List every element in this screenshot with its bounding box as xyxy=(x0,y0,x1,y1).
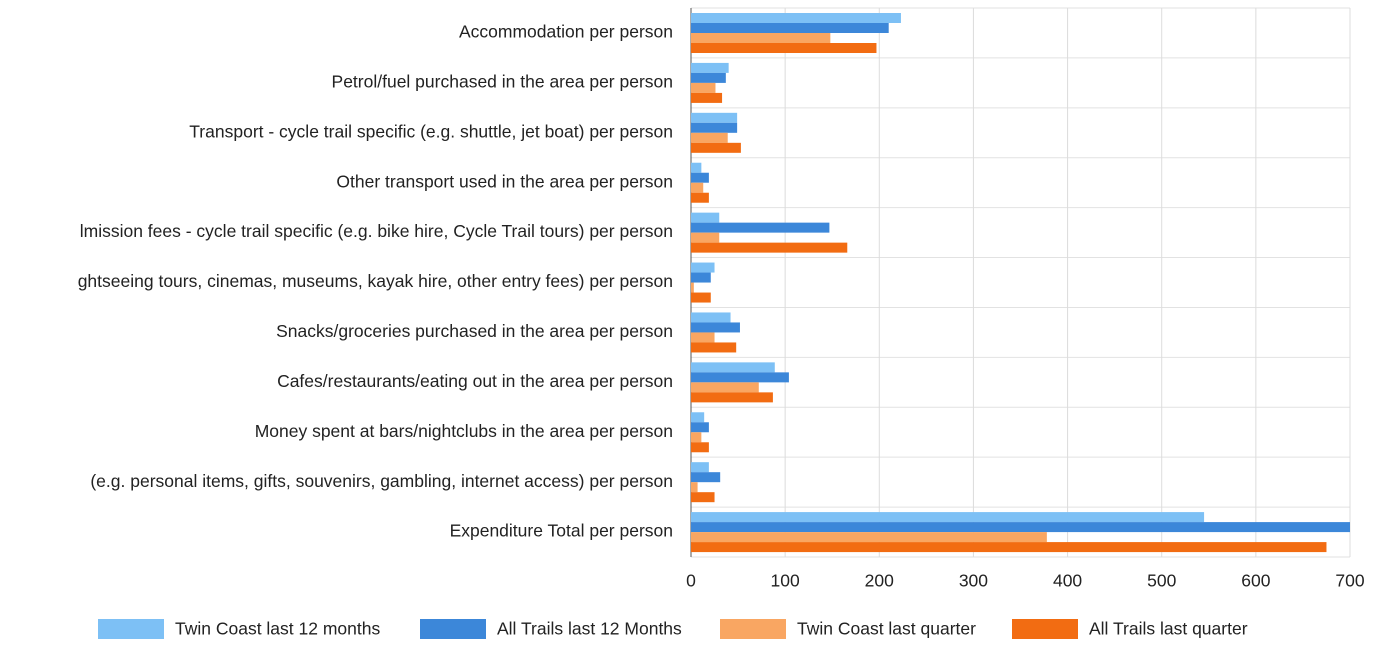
bar xyxy=(691,442,709,453)
x-tick-label: 400 xyxy=(1053,571,1082,591)
bar xyxy=(691,532,1047,543)
x-tick-label: 500 xyxy=(1147,571,1176,591)
bar xyxy=(691,362,775,373)
y-tick-label: Money spent at bars/nightclubs in the ar… xyxy=(255,421,673,441)
bar xyxy=(691,322,740,333)
legend-label: Twin Coast last quarter xyxy=(797,619,976,639)
bar xyxy=(691,292,711,303)
legend-swatch xyxy=(98,619,164,639)
x-tick-label: 200 xyxy=(865,571,894,591)
y-tick-label: (e.g. personal items, gifts, souvenirs, … xyxy=(90,471,673,491)
bar xyxy=(691,82,716,93)
y-tick-label: Petrol/fuel purchased in the area per pe… xyxy=(332,71,673,91)
bar xyxy=(691,62,729,73)
y-tick-label: lmission fees - cycle trail specific (e.… xyxy=(80,221,673,241)
bar xyxy=(691,242,848,253)
bar xyxy=(691,392,773,403)
y-tick-label: Accommodation per person xyxy=(459,22,673,42)
bar xyxy=(691,262,715,273)
x-tick-label: 700 xyxy=(1335,571,1364,591)
bar xyxy=(691,192,709,203)
bar xyxy=(691,92,723,103)
bar xyxy=(691,272,711,283)
legend-swatch xyxy=(720,619,786,639)
bar xyxy=(691,13,901,23)
bar xyxy=(691,232,720,243)
x-tick-label: 0 xyxy=(686,571,696,591)
x-tick-label: 100 xyxy=(771,571,800,591)
legend-swatch xyxy=(1012,619,1078,639)
bar xyxy=(691,382,759,393)
bar xyxy=(691,33,831,43)
bar xyxy=(691,412,705,423)
bar xyxy=(691,512,1205,523)
bar xyxy=(691,372,789,383)
bar xyxy=(691,282,694,293)
legend-swatch xyxy=(420,619,486,639)
bar xyxy=(691,472,721,483)
bar xyxy=(691,482,698,493)
y-tick-label: Other transport used in the area per per… xyxy=(336,171,673,191)
bar xyxy=(691,542,1327,553)
y-tick-label: Snacks/groceries purchased in the area p… xyxy=(276,321,673,341)
bar xyxy=(691,332,715,343)
bar xyxy=(691,43,877,53)
bar xyxy=(691,162,702,173)
bar xyxy=(691,23,889,33)
x-tick-label: 600 xyxy=(1241,571,1270,591)
bar xyxy=(691,492,715,503)
bar xyxy=(691,112,738,123)
y-tick-label: Expenditure Total per person xyxy=(450,521,673,541)
bar xyxy=(691,312,731,323)
bar xyxy=(691,212,720,223)
bar xyxy=(691,132,728,143)
y-tick-label: ghtseeing tours, cinemas, museums, kayak… xyxy=(78,271,673,291)
bar xyxy=(691,172,709,183)
bar xyxy=(691,222,830,233)
bar xyxy=(691,122,738,133)
bar xyxy=(691,422,709,433)
bar xyxy=(691,142,741,153)
bar xyxy=(691,432,702,443)
bar xyxy=(691,182,704,193)
x-tick-label: 300 xyxy=(959,571,988,591)
legend-label: All Trails last 12 Months xyxy=(497,619,682,639)
legend-label: All Trails last quarter xyxy=(1089,619,1248,639)
bar xyxy=(691,462,709,473)
bar xyxy=(691,342,737,353)
y-tick-label: Transport - cycle trail specific (e.g. s… xyxy=(189,121,673,141)
y-tick-label: Cafes/restaurants/eating out in the area… xyxy=(277,371,673,391)
bar xyxy=(691,522,1350,533)
bar xyxy=(691,72,726,83)
legend-label: Twin Coast last 12 months xyxy=(175,619,380,639)
